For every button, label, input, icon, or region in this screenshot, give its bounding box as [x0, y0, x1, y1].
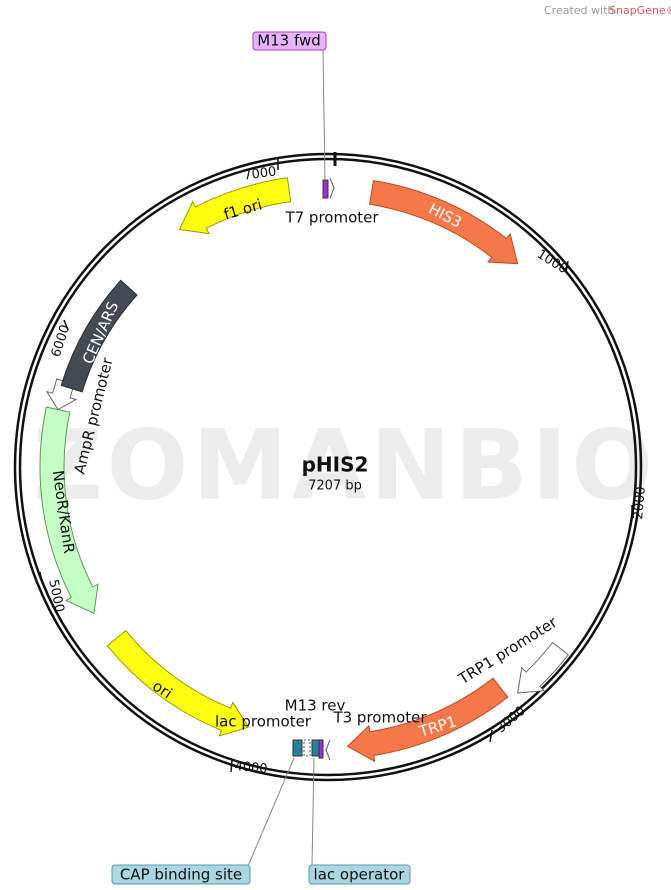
lac-promoter-site	[303, 739, 311, 757]
credit-prefix: Created with	[544, 4, 614, 17]
credit-brand: SnapGene®	[609, 4, 671, 17]
leader-line	[311, 757, 315, 867]
annotation: M13 rev	[285, 697, 346, 715]
tick-label: 7000	[243, 164, 278, 183]
callout-box	[252, 31, 327, 51]
callout-box	[308, 864, 411, 885]
tick-label: 5000	[45, 578, 67, 613]
tick-label: 1000	[534, 247, 570, 277]
leader-line	[247, 757, 295, 867]
backbone-outer	[13, 152, 643, 782]
plasmid-length: 7207 bp	[308, 479, 362, 494]
trp1-promoter-arrow	[517, 641, 570, 694]
t7-site	[329, 177, 335, 199]
backbone-inner	[18, 157, 638, 777]
m13-fwd-site	[322, 179, 329, 199]
ticks	[39, 158, 633, 773]
tick-label: 4000	[234, 759, 268, 777]
callout-box	[111, 864, 251, 885]
plasmid-name: pHIS2	[302, 453, 369, 477]
tick-label: 2000	[631, 486, 649, 520]
trp1-arrow	[346, 677, 509, 763]
tick-mark	[489, 729, 493, 743]
lac-operator-site	[311, 739, 320, 757]
ori-arrow	[106, 629, 250, 737]
t3-site	[325, 739, 331, 761]
tick-mark	[63, 319, 69, 331]
annotation: T7 promoter	[284, 209, 379, 227]
callout: M13 fwd	[257, 32, 321, 50]
tick-mark	[565, 260, 569, 273]
annotation: lac promoter	[215, 713, 312, 731]
credit: Created with SnapGene®	[544, 4, 671, 17]
neor-arrow	[39, 406, 99, 615]
f1-ori-arrow	[178, 177, 292, 235]
m13-rev-site	[318, 739, 324, 759]
watermark: ZOMANBIO	[33, 409, 657, 521]
annotation: T3 promoter	[332, 709, 427, 727]
leader-line	[322, 49, 326, 181]
his3-arrow	[369, 180, 519, 265]
tick-mark	[39, 571, 43, 583]
cap-site	[292, 739, 303, 757]
cen-ars-block	[60, 279, 138, 393]
features	[39, 177, 570, 763]
callout: lac operator	[314, 866, 406, 884]
tick-label: 3000	[494, 704, 529, 737]
tick-mark	[230, 759, 233, 773]
callout: CAP binding site	[120, 866, 242, 884]
